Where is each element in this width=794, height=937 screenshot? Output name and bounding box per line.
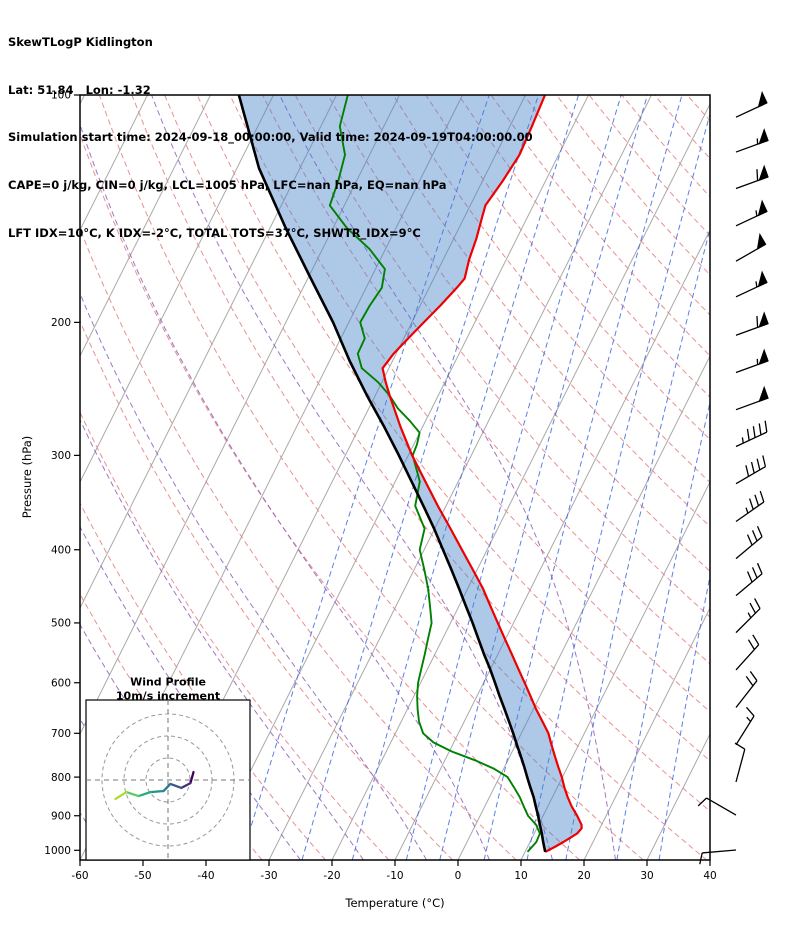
wind-barb bbox=[735, 562, 763, 597]
y-tick-label: 800 bbox=[51, 772, 71, 784]
x-tick-label: -50 bbox=[134, 870, 151, 882]
wind-barb bbox=[735, 164, 769, 190]
wind-barb bbox=[735, 199, 768, 227]
x-tick-label: 40 bbox=[703, 870, 716, 882]
header-line-cape: CAPE=0 j/kg, CIN=0 j/kg, LCL=1005 hPa, L… bbox=[8, 177, 447, 192]
x-axis-label: Temperature (°C) bbox=[345, 896, 445, 910]
wind-barb bbox=[735, 348, 769, 374]
wind-barb bbox=[699, 849, 737, 865]
hodograph-inset bbox=[85, 699, 251, 861]
wind-barb bbox=[735, 706, 755, 746]
x-tick-label: -60 bbox=[71, 870, 88, 882]
header-line-indices: LFT IDX=10°C, K IDX=-2°C, TOTAL TOTS=37°… bbox=[8, 225, 421, 240]
header-line-times: Simulation start time: 2024-09-18_00:00:… bbox=[8, 130, 533, 145]
hodograph-title: Wind Profile bbox=[130, 675, 206, 689]
y-tick-label: 900 bbox=[51, 810, 71, 822]
x-tick-label: -40 bbox=[197, 870, 214, 882]
wind-barb bbox=[735, 311, 769, 336]
hodograph-subtitle: 10m/s increment bbox=[115, 689, 221, 703]
x-tick-label: 0 bbox=[455, 870, 462, 882]
y-tick-label: 600 bbox=[51, 677, 71, 689]
x-axis-ticks: -60 -50 -40 -30 -20 -10 0 10 20 30 40 bbox=[71, 860, 717, 882]
y-tick-label: 300 bbox=[51, 450, 71, 462]
y-axis-label: Pressure (hPa) bbox=[20, 435, 34, 519]
x-tick-label: -30 bbox=[260, 870, 277, 882]
wind-barb bbox=[735, 455, 767, 485]
x-tick-label: -20 bbox=[323, 870, 340, 882]
mixing-ratio-lines bbox=[240, 95, 710, 860]
parcel-curve bbox=[237, 95, 547, 853]
x-tick-label: 10 bbox=[514, 870, 527, 882]
wind-barbs bbox=[697, 90, 769, 865]
y-tick-label: 500 bbox=[51, 618, 71, 630]
wind-barb bbox=[735, 670, 758, 708]
wind-barb bbox=[735, 232, 767, 262]
y-tick-label: 1000 bbox=[44, 845, 71, 857]
chart-header: SkewTLogP Kidlington Lat: 51.84 Lon: -1.… bbox=[8, 3, 533, 273]
temperature-curve bbox=[381, 95, 583, 853]
y-tick-label: 700 bbox=[51, 728, 71, 740]
x-tick-label: 30 bbox=[640, 870, 653, 882]
y-tick-label: 200 bbox=[51, 317, 71, 329]
wind-barb bbox=[735, 90, 768, 118]
wind-barb bbox=[735, 490, 765, 523]
hodograph-trace bbox=[114, 770, 195, 801]
x-tick-label: 20 bbox=[577, 870, 590, 882]
y-tick-label: 100 bbox=[51, 90, 71, 102]
wind-barb bbox=[735, 385, 769, 411]
wind-barb bbox=[735, 420, 768, 448]
wind-barb bbox=[735, 598, 761, 634]
wind-barb bbox=[735, 128, 769, 153]
wind-barb bbox=[735, 634, 760, 671]
header-line-latlon: Lat: 51.84 Lon: -1.32 bbox=[8, 82, 151, 97]
wind-barb bbox=[735, 525, 763, 560]
wind-barb bbox=[734, 742, 746, 783]
y-axis-ticks: 100 200 300 400 500 600 700 800 900 1000 bbox=[44, 90, 80, 857]
y-tick-label: 400 bbox=[51, 544, 71, 556]
wind-barb bbox=[697, 797, 737, 816]
wind-barb bbox=[735, 270, 768, 298]
header-line-title: SkewTLogP Kidlington bbox=[8, 34, 153, 49]
cin-shading bbox=[238, 95, 582, 852]
plot-background bbox=[80, 95, 710, 860]
x-tick-label: -10 bbox=[386, 870, 403, 882]
dewpoint-curve bbox=[328, 95, 541, 853]
